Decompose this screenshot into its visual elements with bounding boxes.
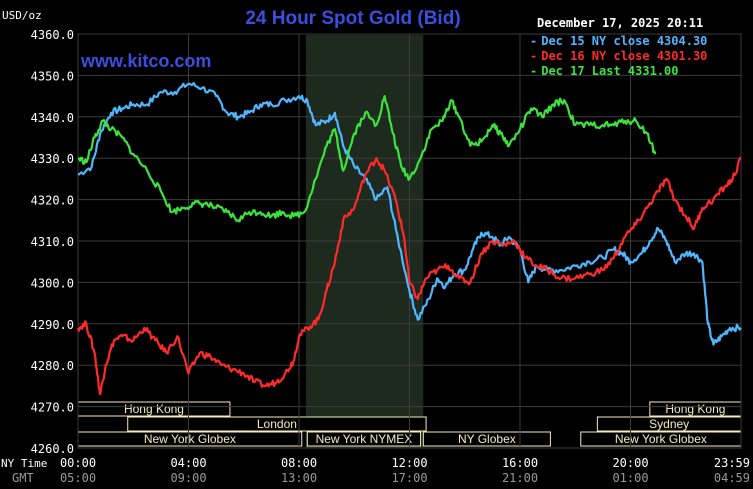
x-tick-label-gmt: 17:00 xyxy=(391,471,427,485)
x-tick-label-ny: 16:00 xyxy=(502,456,538,470)
series-line-dec15 xyxy=(77,81,742,346)
chart-title: 24 Hour Spot Gold (Bid) xyxy=(245,8,460,29)
session-new-york-globex: New York Globex xyxy=(580,431,742,447)
legend-dec16: - Dec 16 NY close 4301.30 xyxy=(530,49,707,63)
y-tick-label: 4320.0 xyxy=(31,194,74,208)
x-tick-label-gmt: 01:00 xyxy=(612,471,648,485)
session-label: London xyxy=(257,417,297,431)
y-tick-label: 4310.0 xyxy=(31,235,74,249)
x-tick-label-ny: 00:00 xyxy=(60,456,96,470)
session-label: NY Globex xyxy=(458,432,516,446)
session-label: New York NYMEX xyxy=(316,432,413,446)
series-line-dec16 xyxy=(76,157,742,396)
y-tick-label: 4350.0 xyxy=(31,69,74,83)
x-tick-label-gmt: 21:00 xyxy=(502,471,538,485)
y-tick-label: 4260.0 xyxy=(31,442,74,456)
session-label: New York Globex xyxy=(615,432,707,446)
x-tick-label-ny: 04:00 xyxy=(170,456,206,470)
y-tick-label: 4280.0 xyxy=(31,359,74,373)
x-tick-label-ny: 20:00 xyxy=(612,456,648,470)
x-tick-label-ny: 23:59 xyxy=(714,456,750,470)
session-box xyxy=(306,431,422,447)
x-tick-label-gmt: 13:00 xyxy=(281,471,317,485)
series-line-dec17 xyxy=(77,95,657,223)
session-new-york-nymex: New York NYMEX xyxy=(306,431,422,447)
session-box xyxy=(422,431,551,447)
y-tick-label: 4300.0 xyxy=(31,276,74,290)
ny-time-label: NY Time xyxy=(1,457,47,470)
session-label: Hong Kong xyxy=(665,402,725,416)
session-ny-globex: NY Globex xyxy=(422,431,551,447)
y-tick-label: 4270.0 xyxy=(31,401,74,415)
session-hong-kong: Hong Kong xyxy=(649,401,742,417)
gmt-label: GMT xyxy=(12,471,34,485)
session-london: London xyxy=(127,416,427,432)
session-label: Sydney xyxy=(649,417,689,431)
site-watermark: www.kitco.com xyxy=(80,51,211,71)
legend: - Dec 15 NY close 4304.30 - Dec 16 NY clos… xyxy=(530,34,707,78)
legend-dec17: - Dec 17 Last 4331.00 xyxy=(530,64,679,78)
y-unit-label: USD/oz xyxy=(2,9,42,22)
x-tick-label-ny: 12:00 xyxy=(391,456,427,470)
y-tick-label: 4360.0 xyxy=(31,28,74,42)
session-sydney: Sydney xyxy=(596,416,742,432)
y-tick-label: 4340.0 xyxy=(31,111,74,125)
session-label: New York Globex xyxy=(144,432,236,446)
y-tick-label: 4330.0 xyxy=(31,152,74,166)
x-tick-label-ny: 08:00 xyxy=(281,456,317,470)
x-tick-label-gmt: 05:00 xyxy=(60,471,96,485)
session-label: Hong Kong xyxy=(124,402,184,416)
x-tick-label-gmt: 04:59 xyxy=(714,471,750,485)
session-hong-kong: Hong Kong xyxy=(77,401,231,417)
session-box xyxy=(127,416,427,432)
session-new-york-globex: New York Globex xyxy=(77,431,303,447)
legend-dec15: - Dec 15 NY close 4304.30 xyxy=(530,34,707,48)
x-tick-label-gmt: 09:00 xyxy=(170,471,206,485)
date-stamp: December 17, 2025 20:11 xyxy=(537,16,703,30)
y-tick-label: 4290.0 xyxy=(31,318,74,332)
